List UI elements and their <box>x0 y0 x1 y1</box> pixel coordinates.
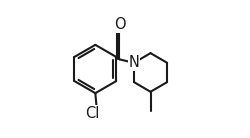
Text: N: N <box>128 55 140 70</box>
Text: O: O <box>114 17 125 32</box>
Text: Cl: Cl <box>86 106 100 121</box>
